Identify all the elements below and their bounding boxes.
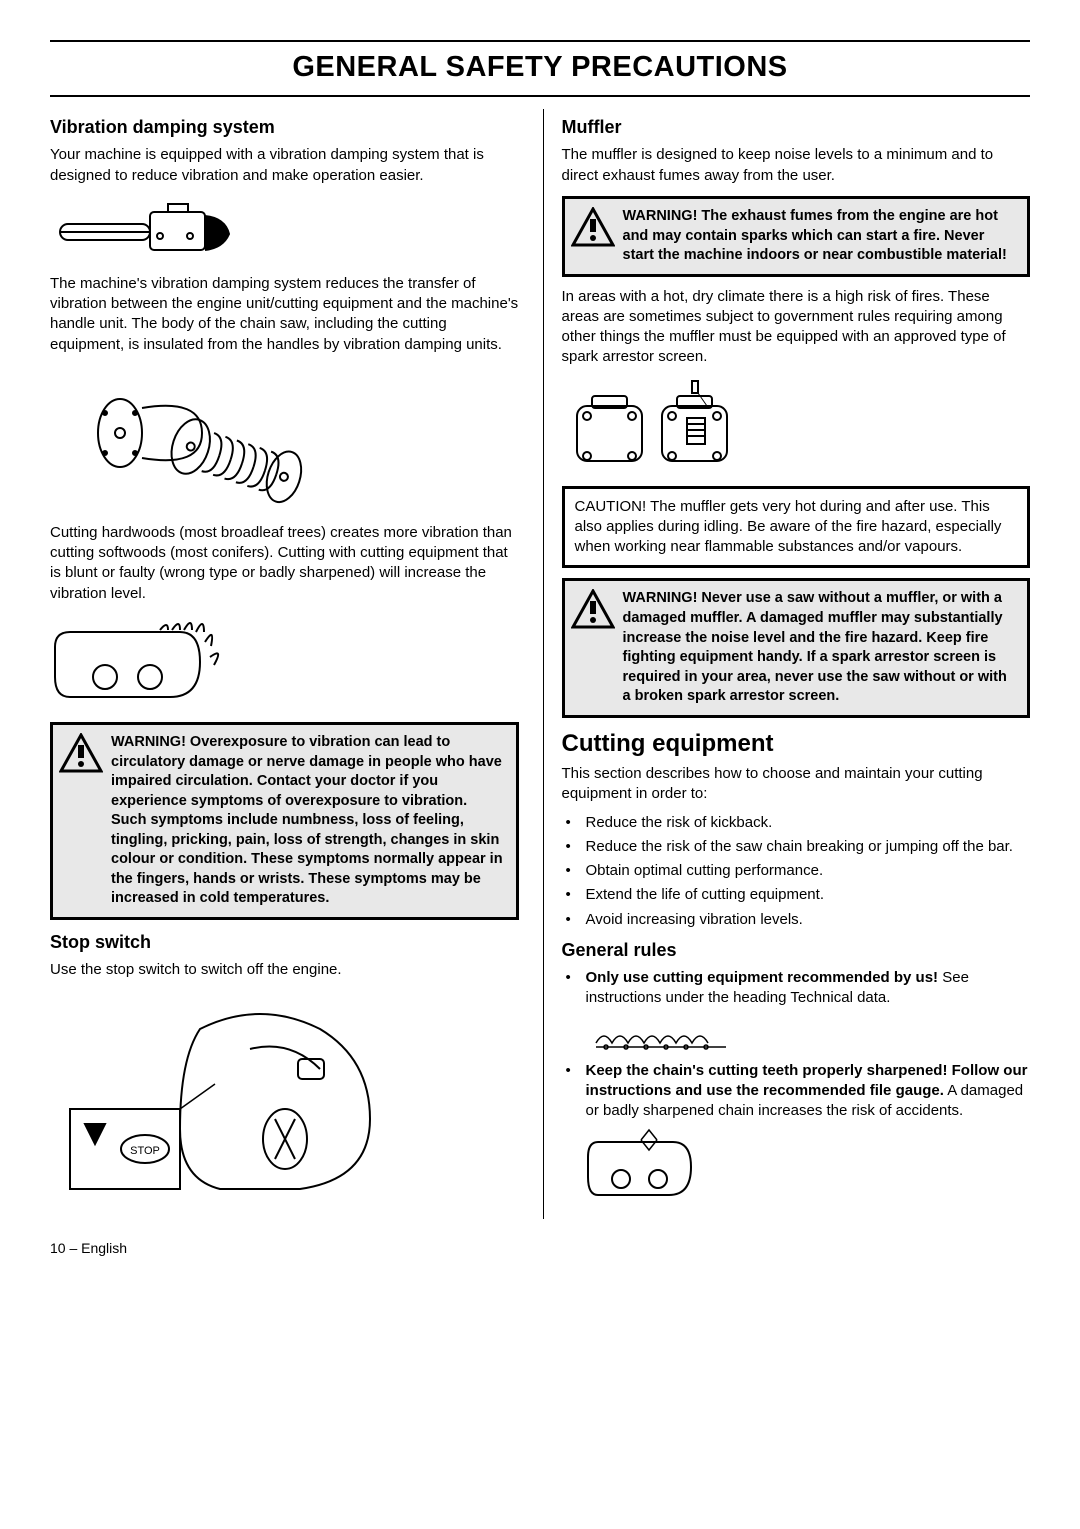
bullet: Extend the life of cutting equipment. [562, 885, 1031, 905]
muffler-warning2-box: WARNING! Never use a saw without a muffl… [562, 578, 1031, 717]
muffler-warning2-text: WARNING! Never use a saw without a muffl… [621, 581, 1028, 714]
two-column-layout: Vibration damping system Your machine is… [50, 109, 1030, 1218]
vibration-p2: The machine's vibration damping system r… [50, 274, 519, 355]
chain-vibration-figure [50, 612, 519, 712]
cutting-intro: This section describes how to choose and… [562, 764, 1031, 805]
warning-icon [565, 581, 621, 637]
vibration-warning-text: WARNING! Overexposure to vibration can l… [109, 725, 516, 917]
muffler-p2: In areas with a hot, dry climate there i… [562, 287, 1031, 368]
rule-item: Keep the chain's cutting teeth properly … [562, 1061, 1031, 1203]
vibration-warning-box: WARNING! Overexposure to vibration can l… [50, 722, 519, 920]
stop-switch-figure: STOP [50, 989, 519, 1209]
muffler-figure [562, 376, 1031, 476]
svg-text:STOP: STOP [130, 1145, 160, 1157]
page-title: GENERAL SAFETY PRECAUTIONS [50, 48, 1030, 97]
bullet: Reduce the risk of the saw chain breakin… [562, 837, 1031, 857]
bullet: Obtain optimal cutting performance. [562, 861, 1031, 881]
stop-heading: Stop switch [50, 930, 519, 954]
vibration-p1: Your machine is equipped with a vibratio… [50, 145, 519, 186]
vibration-p3: Cutting hardwoods (most broadleaf trees)… [50, 523, 519, 604]
cutting-heading: Cutting equipment [562, 728, 1031, 760]
bullet: Avoid increasing vibration levels. [562, 910, 1031, 930]
right-column: Muffler The muffler is designed to keep … [543, 109, 1031, 1218]
general-rules-heading: General rules [562, 938, 1031, 962]
muffler-heading: Muffler [562, 115, 1031, 139]
damper-spring-figure [50, 363, 519, 513]
chainsaw-side-figure [50, 194, 519, 264]
rule-item: Only use cutting equipment recommended b… [562, 968, 1031, 1055]
muffler-warning1-box: WARNING! The exhaust fumes from the engi… [562, 196, 1031, 277]
chain-segment-figure [586, 1015, 1031, 1055]
chain-tooth-figure [586, 1127, 1031, 1202]
muffler-warning1-text: WARNING! The exhaust fumes from the engi… [621, 199, 1028, 274]
bullet: Reduce the risk of kickback. [562, 813, 1031, 833]
rule1-bold: Only use cutting equipment recommended b… [586, 969, 939, 986]
left-column: Vibration damping system Your machine is… [50, 109, 519, 1218]
muffler-p1: The muffler is designed to keep noise le… [562, 145, 1031, 186]
stop-p1: Use the stop switch to switch off the en… [50, 960, 519, 980]
cutting-bullets: Reduce the risk of kickback. Reduce the … [562, 813, 1031, 930]
footer-text: 10 – English [50, 1240, 127, 1256]
general-rules-list: Only use cutting equipment recommended b… [562, 968, 1031, 1202]
vibration-heading: Vibration damping system [50, 115, 519, 139]
muffler-caution-text: CAUTION! The muffler gets very hot durin… [575, 498, 1002, 556]
warning-icon [565, 199, 621, 255]
muffler-caution-box: CAUTION! The muffler gets very hot durin… [562, 486, 1031, 569]
warning-icon [53, 725, 109, 781]
page-footer: 10 – English [50, 1239, 1030, 1258]
